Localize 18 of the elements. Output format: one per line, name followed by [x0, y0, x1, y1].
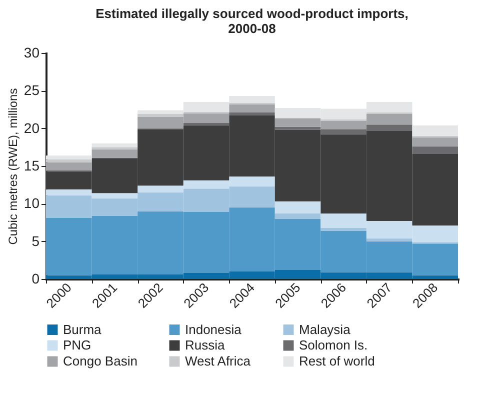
y-tick-label: 30	[24, 44, 40, 60]
legend-label: Congo Basin	[63, 354, 138, 368]
legend-label: PNG	[63, 338, 92, 352]
legend-label: Malaysia	[299, 322, 352, 337]
y-tick-label: 10	[24, 195, 40, 212]
legend-label: Solomon Is.	[299, 338, 368, 352]
y-tick-label: 20	[24, 120, 40, 136]
legend-label: Indonesia	[185, 322, 242, 337]
legend-label: West Africa	[185, 354, 252, 368]
chart-title: Estimated illegally sourced wood-product imports, 2000-08	[96, 6, 408, 36]
legend-label: Russia	[185, 338, 226, 352]
legend-label: Rest of world	[299, 354, 375, 368]
y-tick-label: 0	[32, 270, 40, 286]
y-tick-label: 25	[24, 82, 40, 98]
y-axis-title: Cubic metres (RWE), millions	[6, 88, 20, 245]
legend-label: Burma	[63, 322, 102, 337]
y-tick-label: 15	[24, 158, 40, 174]
y-tick-label: 5	[32, 232, 40, 249]
